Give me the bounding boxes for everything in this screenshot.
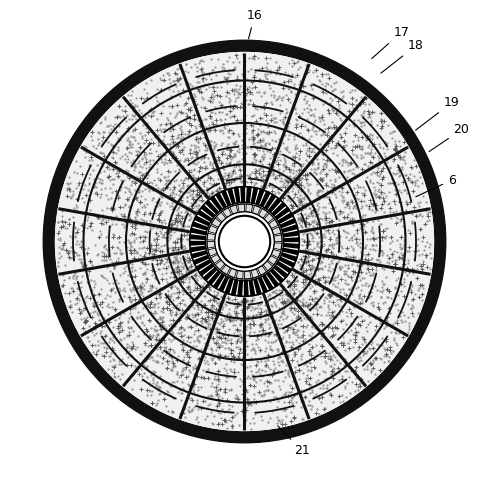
Wedge shape bbox=[197, 211, 212, 222]
Wedge shape bbox=[221, 190, 230, 206]
Wedge shape bbox=[275, 208, 289, 219]
Wedge shape bbox=[280, 219, 295, 227]
Wedge shape bbox=[219, 276, 228, 292]
Wedge shape bbox=[216, 212, 225, 222]
Wedge shape bbox=[222, 208, 231, 217]
Wedge shape bbox=[263, 261, 272, 271]
Wedge shape bbox=[199, 264, 213, 275]
Text: 19: 19 bbox=[415, 97, 458, 130]
Wedge shape bbox=[190, 246, 205, 252]
Wedge shape bbox=[201, 205, 215, 217]
Wedge shape bbox=[215, 260, 224, 270]
Wedge shape bbox=[253, 279, 261, 295]
Wedge shape bbox=[281, 253, 296, 261]
Wedge shape bbox=[271, 227, 281, 235]
Wedge shape bbox=[208, 271, 220, 285]
Wedge shape bbox=[267, 256, 277, 265]
Wedge shape bbox=[210, 197, 222, 211]
Wedge shape bbox=[260, 191, 269, 207]
Wedge shape bbox=[189, 242, 205, 245]
Wedge shape bbox=[264, 195, 275, 209]
Text: 6: 6 bbox=[415, 173, 455, 197]
Wedge shape bbox=[276, 261, 291, 272]
Wedge shape bbox=[273, 243, 282, 250]
Wedge shape bbox=[271, 202, 285, 215]
Wedge shape bbox=[192, 222, 207, 230]
Wedge shape bbox=[264, 213, 273, 223]
Wedge shape bbox=[196, 260, 211, 270]
Wedge shape bbox=[258, 209, 267, 218]
Text: 18: 18 bbox=[380, 39, 423, 73]
Wedge shape bbox=[258, 277, 267, 293]
Wedge shape bbox=[282, 248, 298, 255]
Text: 20: 20 bbox=[428, 123, 468, 152]
Wedge shape bbox=[244, 271, 251, 279]
Circle shape bbox=[56, 53, 432, 430]
Wedge shape bbox=[249, 280, 254, 296]
Wedge shape bbox=[268, 219, 278, 228]
Circle shape bbox=[189, 187, 299, 296]
Wedge shape bbox=[193, 256, 208, 264]
Wedge shape bbox=[237, 204, 244, 212]
Text: 16: 16 bbox=[246, 9, 262, 39]
Wedge shape bbox=[206, 233, 215, 240]
Wedge shape bbox=[191, 251, 207, 258]
Wedge shape bbox=[262, 275, 273, 290]
Circle shape bbox=[218, 216, 270, 267]
Wedge shape bbox=[255, 189, 264, 205]
Wedge shape bbox=[266, 272, 278, 286]
Wedge shape bbox=[210, 255, 220, 264]
Wedge shape bbox=[229, 205, 237, 214]
Wedge shape bbox=[246, 187, 251, 203]
Wedge shape bbox=[234, 187, 239, 203]
Wedge shape bbox=[190, 228, 206, 235]
Wedge shape bbox=[224, 278, 233, 294]
Wedge shape bbox=[203, 268, 217, 281]
Wedge shape bbox=[245, 204, 252, 213]
Wedge shape bbox=[271, 249, 280, 258]
Wedge shape bbox=[281, 225, 297, 232]
Wedge shape bbox=[227, 188, 235, 204]
Wedge shape bbox=[228, 268, 236, 278]
Wedge shape bbox=[213, 274, 224, 288]
Wedge shape bbox=[215, 193, 226, 208]
Wedge shape bbox=[207, 248, 217, 256]
Wedge shape bbox=[273, 235, 282, 242]
Wedge shape bbox=[237, 280, 242, 296]
Wedge shape bbox=[241, 187, 244, 202]
Wedge shape bbox=[208, 225, 217, 234]
Wedge shape bbox=[189, 235, 205, 240]
Wedge shape bbox=[270, 269, 283, 283]
Wedge shape bbox=[251, 187, 257, 203]
Wedge shape bbox=[283, 243, 299, 248]
Wedge shape bbox=[211, 218, 221, 227]
Circle shape bbox=[206, 204, 282, 279]
Wedge shape bbox=[273, 266, 287, 278]
Wedge shape bbox=[279, 257, 294, 267]
Circle shape bbox=[56, 53, 432, 430]
Text: 17: 17 bbox=[371, 26, 408, 58]
Wedge shape bbox=[244, 281, 247, 296]
Wedge shape bbox=[221, 265, 230, 274]
Wedge shape bbox=[231, 280, 237, 296]
Wedge shape bbox=[252, 205, 260, 215]
Wedge shape bbox=[236, 270, 243, 279]
Wedge shape bbox=[205, 200, 218, 214]
Text: 21: 21 bbox=[277, 426, 309, 457]
Wedge shape bbox=[194, 216, 209, 226]
Wedge shape bbox=[283, 231, 298, 237]
Wedge shape bbox=[257, 266, 266, 275]
Circle shape bbox=[43, 40, 445, 443]
Wedge shape bbox=[251, 269, 259, 278]
Wedge shape bbox=[283, 238, 299, 242]
Wedge shape bbox=[206, 242, 215, 248]
Wedge shape bbox=[277, 213, 292, 223]
Wedge shape bbox=[268, 198, 280, 212]
